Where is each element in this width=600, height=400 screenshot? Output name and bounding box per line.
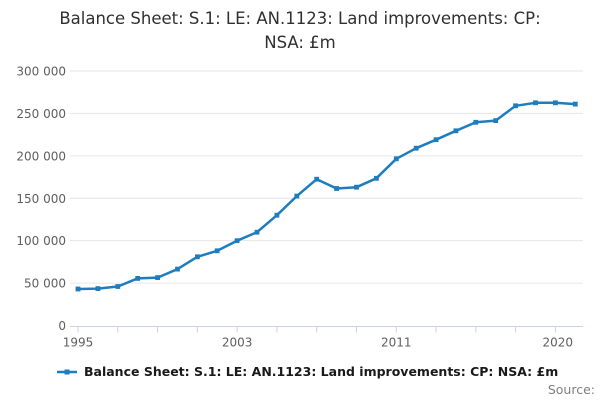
series-markers[interactable] [75, 100, 578, 292]
y-axis-labels: 0 50 000 100 000 150 000 200 000 250 000 300 0… [16, 65, 66, 334]
svg-text:150 000: 150 000 [16, 192, 66, 206]
legend-series-marker-icon [57, 369, 77, 374]
svg-text:0: 0 [58, 319, 66, 333]
svg-text:2003: 2003 [222, 336, 253, 350]
svg-text:2020: 2020 [542, 336, 573, 350]
x-axis-labels: 1995 2003 2011 2020 [63, 336, 573, 350]
legend-item[interactable]: Balance Sheet: S.1: LE: AN.1123: Land im… [56, 364, 558, 379]
svg-text:100 000: 100 000 [16, 234, 66, 248]
x-axis [70, 326, 583, 333]
svg-text:300 000: 300 000 [16, 65, 66, 79]
svg-text:1995: 1995 [63, 336, 94, 350]
legend-label: Balance Sheet: S.1: LE: AN.1123: Land im… [84, 364, 559, 379]
source-note: Source: [547, 382, 595, 397]
series-line[interactable] [76, 101, 577, 291]
svg-text:250 000: 250 000 [16, 107, 66, 121]
svg-text:50 000: 50 000 [24, 277, 66, 291]
svg-text:200 000: 200 000 [16, 149, 66, 163]
y-gridlines [70, 70, 583, 284]
chart-title: Balance Sheet: S.1: LE: AN.1123: Land im… [59, 9, 541, 52]
svg-text:2011: 2011 [381, 336, 412, 350]
